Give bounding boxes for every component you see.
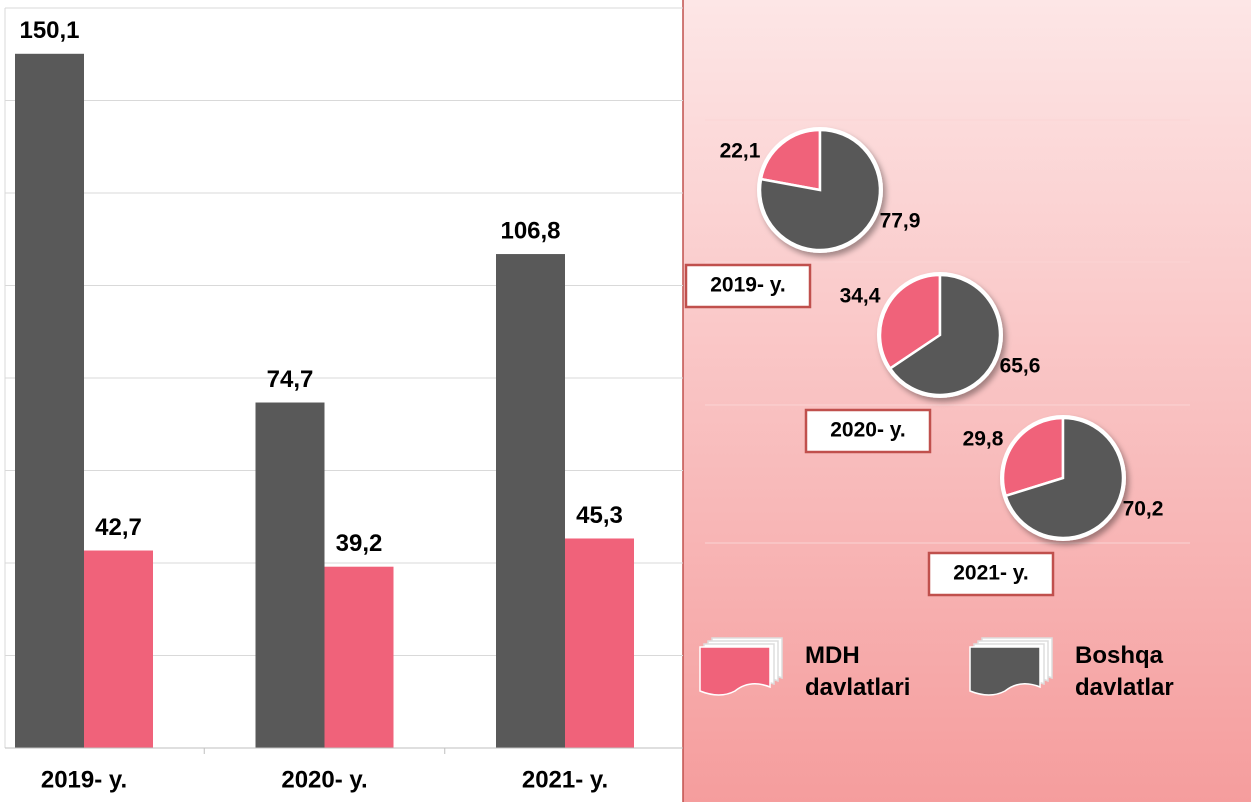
data-label: 29,8 [963, 428, 1004, 451]
legend-icon [699, 646, 771, 696]
pie [757, 127, 883, 253]
bar [84, 550, 153, 748]
data-label: 106,8 [500, 217, 560, 244]
pie-slice [758, 128, 882, 252]
pie-slice [888, 273, 1002, 397]
legend-label: Boshqa davlatlar [1075, 642, 1174, 701]
x-tick-label: 2021- y. [522, 766, 608, 793]
pie [877, 272, 1003, 398]
title-box [927, 551, 1055, 597]
title-box [684, 263, 812, 309]
data-label: 70,2 [1123, 498, 1164, 521]
pie-title: 2021- y. [953, 562, 1029, 585]
pie-slice [1004, 416, 1125, 540]
legend-label: MDH davlatlari [805, 642, 911, 701]
data-label: 77,9 [880, 210, 921, 233]
data-label: 42,7 [95, 514, 142, 541]
pie-title: 2020- y. [830, 419, 906, 442]
bar [15, 53, 84, 749]
panel-lines [705, 119, 1190, 544]
x-tick-label: 2019- y. [41, 766, 127, 793]
pie-slice [759, 128, 822, 192]
data-label: 65,6 [1000, 355, 1041, 378]
pie [1000, 415, 1126, 541]
data-label: 34,4 [840, 285, 881, 308]
data-label: 45,3 [576, 502, 623, 529]
data-label: 74,7 [267, 366, 314, 393]
title-box [804, 408, 932, 454]
bar [324, 566, 394, 748]
legend-icon [969, 646, 1041, 696]
bar [565, 538, 634, 748]
x-tick-label: 2020- y. [281, 766, 367, 793]
pie-title: 2019- y. [710, 274, 786, 297]
pie-slice [878, 273, 942, 371]
data-label: 22,1 [720, 140, 761, 163]
data-label: 150,1 [19, 17, 79, 44]
data-label: 39,2 [336, 530, 383, 557]
pie-slice [1001, 416, 1065, 498]
bar [255, 402, 325, 748]
bar [496, 254, 565, 749]
